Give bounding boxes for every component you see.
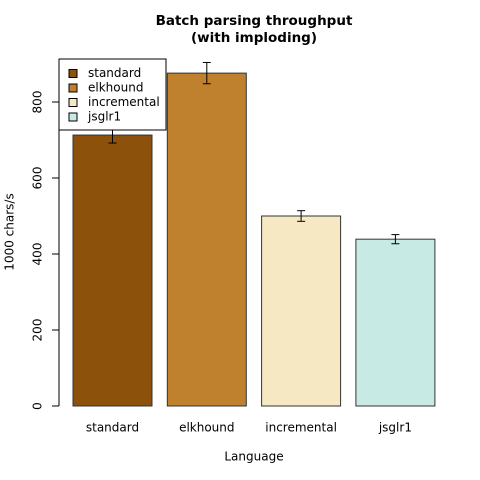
legend-label: incremental — [88, 95, 160, 109]
legend-swatch — [68, 112, 78, 122]
legend-label: jsglr1 — [87, 110, 121, 124]
y-tick-label: 0 — [31, 402, 45, 410]
y-tick-label: 400 — [31, 243, 45, 266]
legend-swatch — [68, 83, 78, 93]
error-bar — [391, 234, 400, 245]
y-tick-label: 200 — [31, 319, 45, 342]
legend-label: standard — [88, 66, 141, 80]
legend-swatch — [68, 98, 78, 107]
bar — [166, 72, 247, 407]
chart-subtitle: (with imploding) — [191, 30, 317, 46]
x-tick-label: elkhound — [179, 421, 234, 435]
error-bar — [202, 61, 211, 85]
error-bar — [297, 210, 306, 222]
bar — [355, 238, 436, 407]
chart-title: Batch parsing throughput — [156, 13, 353, 29]
x-tick-label: jsglr1 — [378, 421, 412, 435]
x-tick-label: standard — [86, 421, 139, 435]
bar — [72, 134, 153, 407]
legend-swatch — [68, 69, 78, 78]
y-axis-label: 1000 chars/s — [3, 193, 17, 270]
y-tick-label: 600 — [31, 167, 45, 190]
x-tick-label: incremental — [265, 421, 337, 435]
bar — [261, 215, 342, 407]
y-tick-label: 800 — [31, 91, 45, 114]
legend-label: elkhound — [88, 81, 143, 95]
x-axis-label: Language — [224, 450, 283, 464]
